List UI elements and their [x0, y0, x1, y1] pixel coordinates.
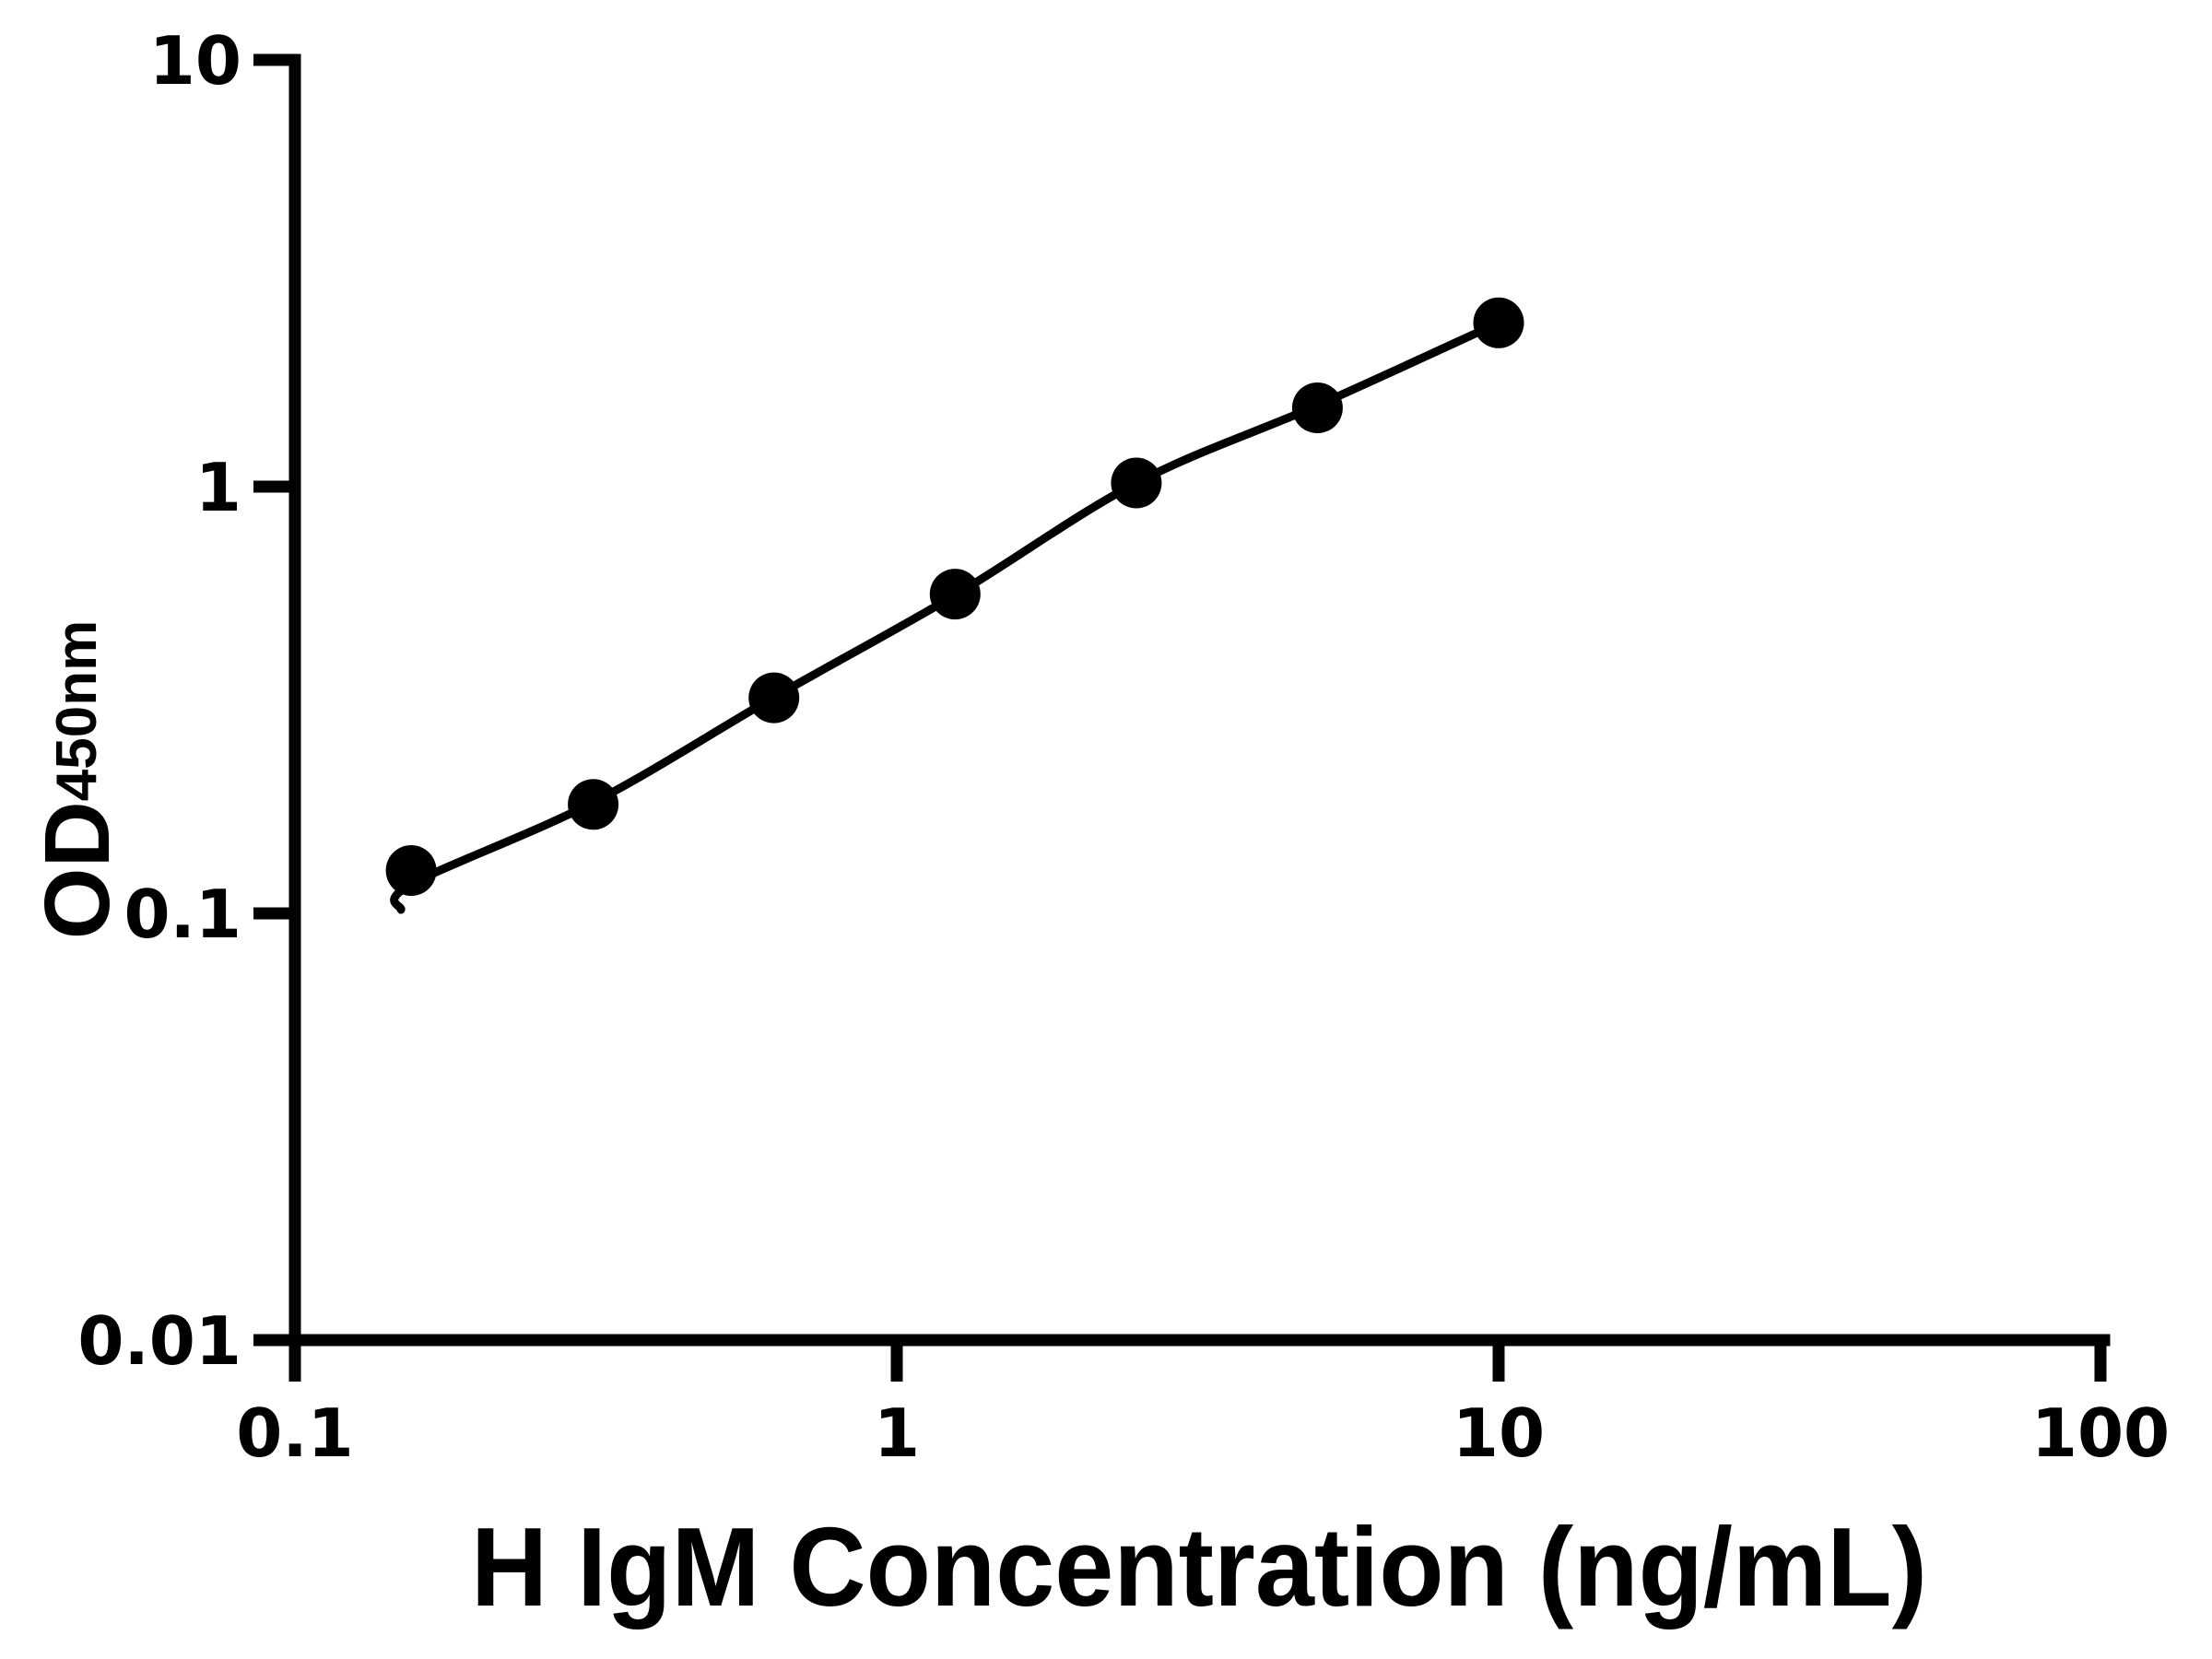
data-point — [1473, 297, 1524, 348]
x-axis-title: H IgM Concentration (ng/mL) — [471, 1504, 1927, 1630]
data-point — [748, 672, 800, 724]
data-point — [1291, 382, 1343, 433]
x-tick-label-0.1: 0.1 — [236, 1394, 354, 1472]
y-axis-tick-labels: 0.01 0.1 1 10 — [77, 22, 241, 1380]
data-point — [568, 779, 619, 830]
x-axis-tick-labels: 0.1 1 10 100 — [236, 1394, 2170, 1472]
y-axis-title-main: OD — [26, 801, 129, 939]
y-axis-title: OD450nm — [26, 620, 129, 939]
data-point — [385, 845, 437, 896]
y-tick-label-10: 10 — [149, 22, 241, 100]
data-points — [385, 297, 1524, 896]
y-axis-title-sub: 450nm — [45, 620, 109, 801]
x-tick-label-1: 1 — [874, 1394, 920, 1472]
y-axis-ticks — [253, 53, 295, 1347]
y-tick-label-0.01: 0.01 — [77, 1302, 241, 1380]
y-tick-label-1: 1 — [195, 449, 241, 526]
x-tick-label-100: 100 — [2031, 1394, 2170, 1472]
data-point — [929, 569, 981, 620]
x-tick-label-10: 10 — [1453, 1394, 1545, 1472]
data-point — [1111, 457, 1162, 509]
x-axis-ticks — [288, 1340, 2107, 1382]
y-tick-label-0.1: 0.1 — [124, 876, 241, 953]
